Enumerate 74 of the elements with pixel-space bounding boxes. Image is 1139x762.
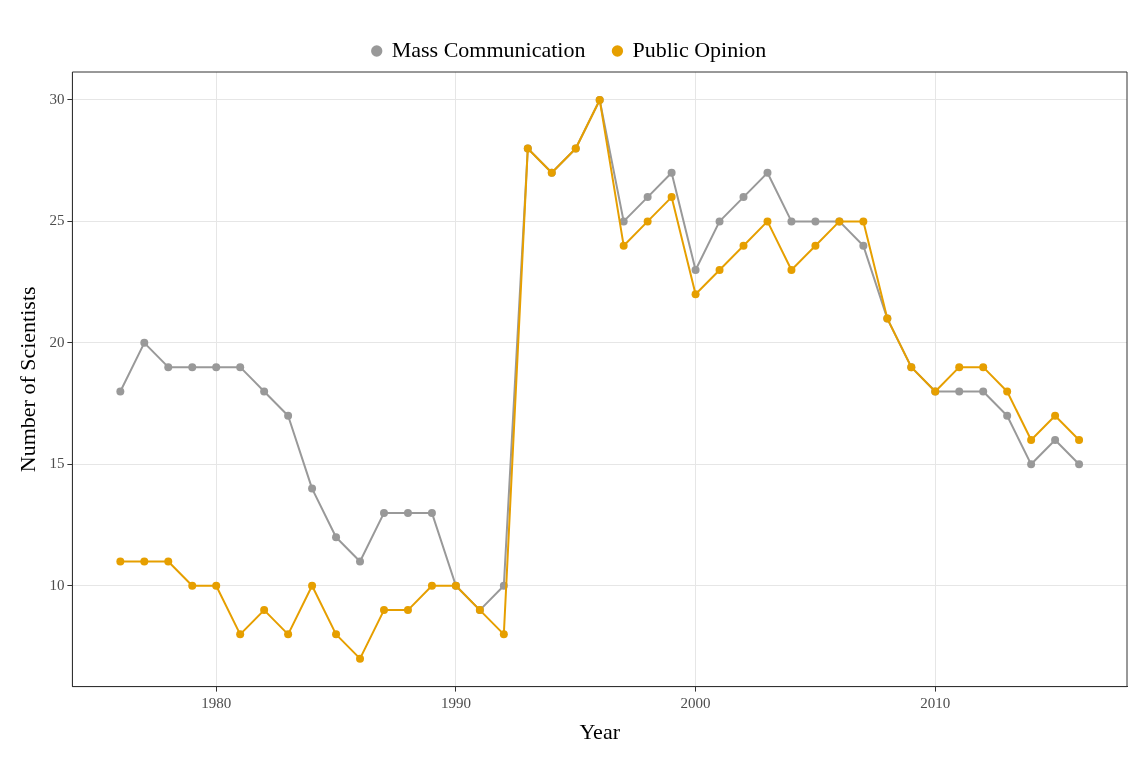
point	[356, 557, 365, 566]
point	[643, 217, 652, 226]
point	[427, 581, 436, 590]
point	[188, 363, 197, 372]
point	[811, 241, 820, 250]
point	[212, 581, 221, 590]
point	[763, 168, 772, 177]
point	[955, 363, 964, 372]
point	[715, 217, 724, 226]
point	[188, 581, 197, 590]
point	[332, 533, 341, 542]
point	[811, 217, 820, 226]
point	[260, 606, 269, 615]
y-tick-label: 25	[49, 212, 65, 229]
point	[1027, 460, 1036, 469]
point	[236, 363, 245, 372]
x-tick-label: 1990	[440, 694, 471, 711]
point	[667, 168, 676, 177]
point	[763, 217, 772, 226]
point	[403, 508, 412, 517]
point	[1075, 436, 1084, 445]
point	[1003, 411, 1012, 420]
point	[403, 606, 412, 615]
y-tick-label: 20	[49, 333, 65, 350]
point	[260, 387, 269, 396]
point	[332, 630, 341, 639]
x-tick-label: 2000	[680, 694, 711, 711]
point	[619, 217, 628, 226]
point	[787, 217, 796, 226]
legend-label: Public Opinion	[632, 36, 767, 62]
point	[379, 606, 388, 615]
point	[955, 387, 964, 396]
point	[116, 557, 125, 566]
point	[691, 290, 700, 299]
x-tick-label: 2010	[920, 694, 951, 711]
point	[859, 241, 868, 250]
point	[284, 630, 293, 639]
point	[499, 630, 508, 639]
point	[787, 265, 796, 274]
point	[164, 363, 173, 372]
legend-label: Mass Communication	[391, 36, 586, 62]
point	[308, 581, 317, 590]
point	[212, 363, 221, 372]
y-tick-label: 10	[49, 576, 65, 593]
x-axis-title: Year	[579, 718, 621, 744]
point	[1003, 387, 1012, 396]
y-tick-label: 30	[49, 90, 65, 107]
point	[1051, 436, 1060, 445]
point	[859, 217, 868, 226]
point	[356, 654, 365, 663]
point	[427, 508, 436, 517]
point	[116, 387, 125, 396]
point	[979, 363, 988, 372]
point	[284, 411, 293, 420]
point	[715, 265, 724, 274]
point	[979, 387, 988, 396]
point	[643, 193, 652, 202]
point	[619, 241, 628, 250]
point	[1051, 411, 1060, 420]
point	[1027, 436, 1036, 445]
y-tick-label: 15	[49, 455, 65, 472]
y-axis-title: Number of Scientists	[14, 286, 40, 473]
point	[140, 338, 149, 347]
point	[379, 508, 388, 517]
x-tick-label: 1980	[201, 694, 232, 711]
point	[739, 241, 748, 250]
point	[691, 265, 700, 274]
point	[667, 193, 676, 202]
point	[308, 484, 317, 493]
point	[1075, 460, 1084, 469]
point	[236, 630, 245, 639]
point	[164, 557, 173, 566]
point	[739, 193, 748, 202]
point	[140, 557, 149, 566]
